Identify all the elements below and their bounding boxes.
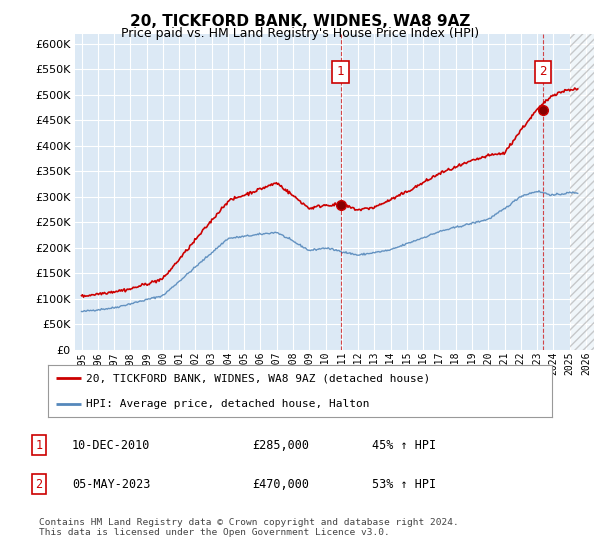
Text: 1: 1 — [35, 438, 43, 452]
Bar — [569, 34, 594, 350]
Text: 20, TICKFORD BANK, WIDNES, WA8 9AZ: 20, TICKFORD BANK, WIDNES, WA8 9AZ — [130, 14, 470, 29]
Text: 05-MAY-2023: 05-MAY-2023 — [72, 478, 151, 491]
Text: Price paid vs. HM Land Registry's House Price Index (HPI): Price paid vs. HM Land Registry's House … — [121, 27, 479, 40]
Text: HPI: Average price, detached house, Halton: HPI: Average price, detached house, Halt… — [86, 399, 370, 409]
Text: 20, TICKFORD BANK, WIDNES, WA8 9AZ (detached house): 20, TICKFORD BANK, WIDNES, WA8 9AZ (deta… — [86, 373, 430, 383]
Text: 45% ↑ HPI: 45% ↑ HPI — [372, 438, 436, 452]
Text: 2: 2 — [35, 478, 43, 491]
Text: £285,000: £285,000 — [252, 438, 309, 452]
Text: Contains HM Land Registry data © Crown copyright and database right 2024.
This d: Contains HM Land Registry data © Crown c… — [39, 518, 459, 538]
Text: 10-DEC-2010: 10-DEC-2010 — [72, 438, 151, 452]
Text: 2: 2 — [539, 66, 547, 78]
Text: £470,000: £470,000 — [252, 478, 309, 491]
Text: 1: 1 — [337, 66, 344, 78]
Text: 53% ↑ HPI: 53% ↑ HPI — [372, 478, 436, 491]
